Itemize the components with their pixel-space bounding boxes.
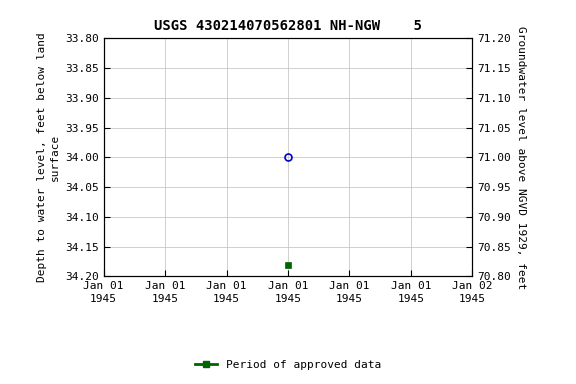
Y-axis label: Depth to water level, feet below land
surface: Depth to water level, feet below land su… bbox=[37, 33, 59, 282]
Y-axis label: Groundwater level above NGVD 1929, feet: Groundwater level above NGVD 1929, feet bbox=[517, 26, 526, 289]
Title: USGS 430214070562801 NH-NGW    5: USGS 430214070562801 NH-NGW 5 bbox=[154, 19, 422, 33]
Legend: Period of approved data: Period of approved data bbox=[191, 356, 385, 375]
